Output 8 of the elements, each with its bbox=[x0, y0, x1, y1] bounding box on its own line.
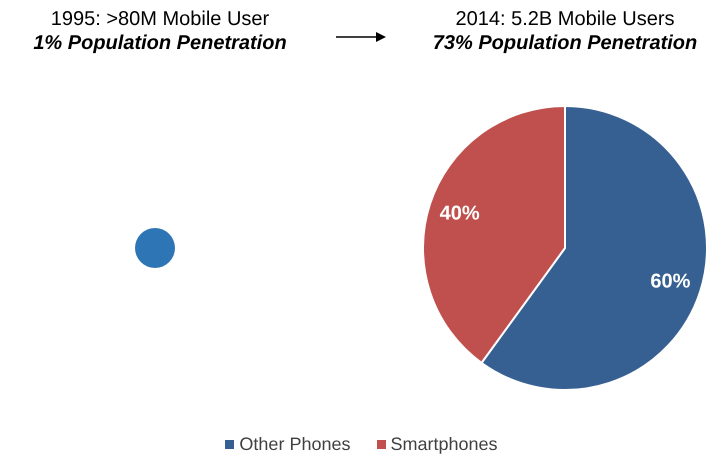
chart-subtitle: 73% Population Penetration bbox=[432, 31, 698, 55]
chart-title: 2014: 5.2B Mobile Users bbox=[454, 7, 676, 31]
data-label: 40% bbox=[440, 202, 480, 224]
legend-label: Other Phones bbox=[239, 434, 350, 455]
chart-subtitle: 1% Population Penetration bbox=[32, 31, 288, 55]
data-label: 60% bbox=[650, 270, 691, 293]
chart-title: 1995: >80M Mobile User bbox=[50, 7, 270, 31]
legend-label: Smartphones bbox=[390, 434, 498, 455]
